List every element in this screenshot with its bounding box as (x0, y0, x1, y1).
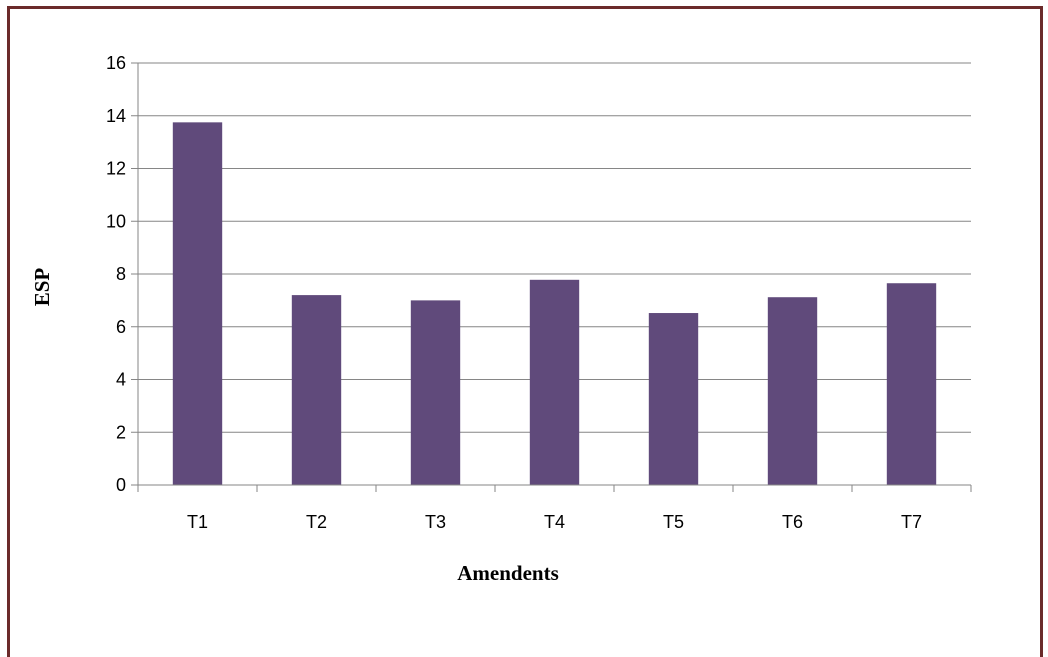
axes (131, 62, 972, 492)
y-tick-label: 2 (116, 422, 126, 442)
y-tick-label: 16 (106, 53, 126, 73)
bar-T5 (648, 313, 699, 485)
y-tick-label: 12 (106, 159, 126, 179)
bars (172, 122, 937, 485)
y-tick-label: 8 (116, 264, 126, 284)
gridlines (138, 62, 971, 433)
x-tick-label: T1 (187, 512, 208, 532)
chart-frame (7, 6, 1043, 657)
y-tick-label: 0 (116, 475, 126, 495)
x-tick-label: T2 (306, 512, 327, 532)
tick-labels: 0 2 4 6 8 10 12 14 16 T1 T2 T3 T4 T5 T6 T7 (106, 53, 922, 532)
x-tick-label: T7 (901, 512, 922, 532)
y-tick-label: 10 (106, 211, 126, 231)
bar-T1 (172, 122, 223, 485)
bar-T7 (886, 283, 937, 485)
x-tick-label: T6 (782, 512, 803, 532)
bar-T4 (529, 279, 580, 485)
x-tick-label: T5 (663, 512, 684, 532)
y-tick-label: 4 (116, 370, 126, 390)
x-tick-label: T4 (544, 512, 565, 532)
bar-T6 (767, 297, 818, 485)
y-tick-label: 6 (116, 317, 126, 337)
bar-T3 (410, 300, 461, 485)
y-tick-label: 14 (106, 106, 126, 126)
x-axis-title: Amendents (457, 561, 559, 585)
bar-T2 (291, 295, 342, 485)
x-tick-label: T3 (425, 512, 446, 532)
y-axis-title: ESP (30, 268, 54, 307)
